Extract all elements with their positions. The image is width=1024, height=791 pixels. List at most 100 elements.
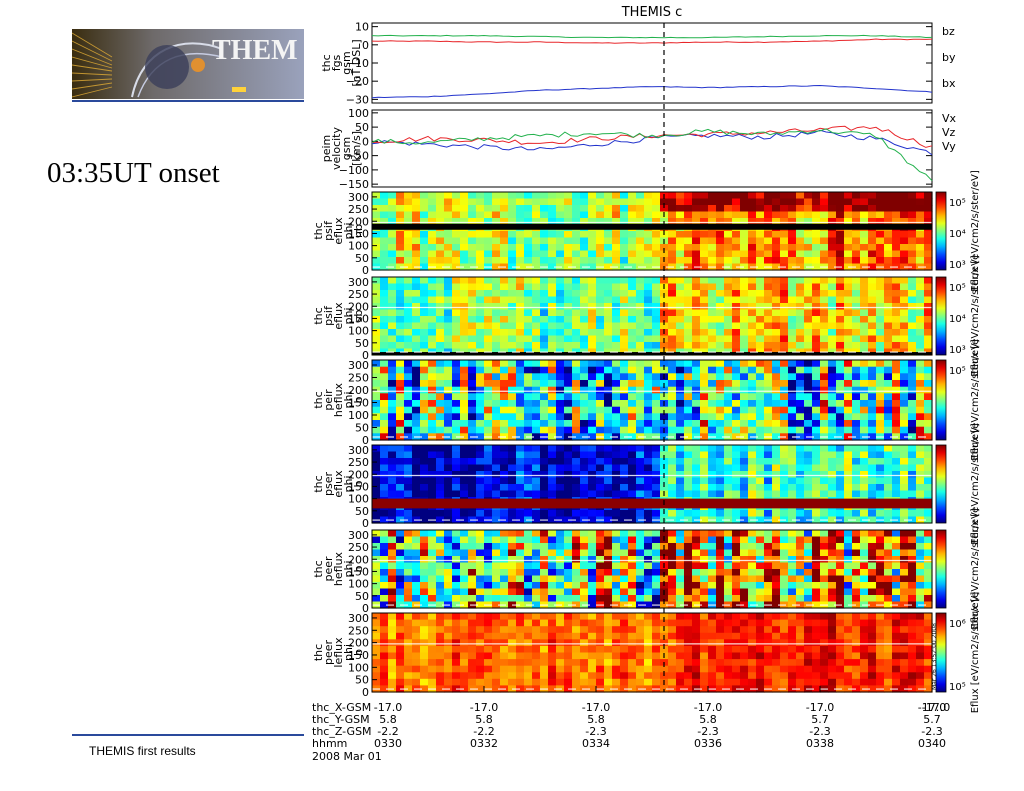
spectrogram-cell: [716, 283, 725, 291]
spectrogram-cell: [692, 413, 701, 421]
spectrogram-cell: [868, 477, 877, 485]
spectrogram-cell: [908, 277, 917, 285]
spectrogram-band: [372, 223, 932, 230]
spectrogram-cell: [692, 471, 701, 479]
spectrogram-cell: [524, 665, 533, 673]
spectrogram-cell: [628, 322, 637, 330]
spectrogram-cell: [516, 549, 525, 557]
spectrogram-cell: [428, 205, 437, 213]
spectrogram-cell: [548, 632, 557, 640]
spectrogram-cell: [444, 543, 453, 551]
spectrogram-cell: [684, 471, 693, 479]
spectrogram-cell: [628, 413, 637, 421]
spectrogram-cell: [484, 484, 493, 492]
spectrogram-cell: [884, 426, 893, 434]
spectrogram-cell: [476, 420, 485, 428]
spectrogram-cell: [636, 420, 645, 428]
spectrogram-cell: [388, 556, 397, 564]
spectrogram-cell: [748, 198, 757, 206]
spectrogram-cell: [604, 309, 613, 317]
spectrogram-cell: [396, 244, 405, 252]
spectrogram-cell: [452, 626, 461, 634]
spectrogram-cell: [420, 309, 429, 317]
spectrogram-cell: [404, 626, 413, 634]
spectrogram-cell: [404, 386, 413, 394]
spectrogram-cell: [916, 329, 925, 337]
spectrogram-cell: [740, 556, 749, 564]
spectrogram-cell: [460, 342, 469, 350]
spectrogram-cell: [708, 380, 717, 388]
spectrogram-cell: [636, 484, 645, 492]
spectrogram-cell: [604, 277, 613, 285]
spectrogram-cell: [836, 490, 845, 498]
spectrogram-cell: [916, 257, 925, 265]
spectrogram-cell: [524, 205, 533, 213]
spectrogram-cell: [420, 569, 429, 577]
spectrogram-cell: [844, 588, 853, 596]
spectrogram-cell: [836, 556, 845, 564]
spectrogram-cell: [708, 543, 717, 551]
spectrogram-cell: [596, 464, 605, 472]
spectrogram-cell: [476, 556, 485, 564]
spectrogram-cell: [636, 530, 645, 538]
spectrogram-cell: [764, 632, 773, 640]
spectrogram-cell: [604, 549, 613, 557]
spectrogram-cell: [772, 205, 781, 213]
spectrogram-cell: [644, 464, 653, 472]
spectrogram-cell: [828, 595, 837, 603]
spectrogram-cell: [796, 198, 805, 206]
spectrogram-cell: [524, 562, 533, 570]
spectrogram-cell: [772, 458, 781, 466]
spectrogram-cell: [684, 433, 693, 441]
spectrogram-cell: [636, 329, 645, 337]
spectrogram-cell: [732, 198, 741, 206]
spectrogram-cell: [596, 569, 605, 577]
spectrogram-cell: [628, 303, 637, 311]
spectrogram-cell: [860, 231, 869, 239]
spectrogram-cell: [716, 303, 725, 311]
spectrogram-cell: [420, 420, 429, 428]
spectrogram-cell: [860, 595, 869, 603]
spectrogram-cell: [564, 413, 573, 421]
spectrogram-cell: [412, 562, 421, 570]
spectrogram-cell: [620, 665, 629, 673]
spectrogram-cell: [524, 250, 533, 258]
spectrogram-cell: [548, 652, 557, 660]
spectrogram-cell: [372, 211, 381, 219]
spectrogram-cell: [556, 211, 565, 219]
spectrogram-cell: [492, 237, 501, 245]
spectrogram-cell: [740, 380, 749, 388]
spectrogram-cell: [900, 329, 909, 337]
spectrogram-cell: [644, 549, 653, 557]
spectrogram-cell: [644, 366, 653, 374]
spectrogram-cell: [876, 360, 885, 368]
spectrogram-cell: [460, 380, 469, 388]
spectrogram-cell: [788, 386, 797, 394]
spectrogram-cell: [684, 601, 693, 609]
spectrogram-cell: [724, 380, 733, 388]
spectrogram-cell: [828, 413, 837, 421]
spectrogram-cell: [508, 420, 517, 428]
spectrogram-cell: [828, 426, 837, 434]
spectrogram-cell: [396, 322, 405, 330]
spectrogram-cell: [388, 458, 397, 466]
spectrogram-cell: [644, 556, 653, 564]
spectrogram-cell: [716, 380, 725, 388]
spectrogram-cell: [812, 303, 821, 311]
spectrogram-cell: [516, 257, 525, 265]
spectrogram-cell: [404, 218, 413, 226]
spectrogram-cell: [508, 277, 517, 285]
spectrogram-cell: [652, 322, 661, 330]
spectrogram-cell: [604, 685, 613, 693]
spectrogram-cell: [476, 316, 485, 324]
spectrogram-cell: [588, 329, 597, 337]
spectrogram-cell: [708, 277, 717, 285]
spectrogram-cell: [708, 451, 717, 459]
spectrogram-cell: [900, 426, 909, 434]
spectrogram-cell: [396, 426, 405, 434]
spectrogram-cell: [556, 296, 565, 304]
spectrogram-cell: [908, 257, 917, 265]
spectrogram-cell: [804, 380, 813, 388]
spectrogram-cell: [804, 386, 813, 394]
spectrogram-cell: [516, 556, 525, 564]
